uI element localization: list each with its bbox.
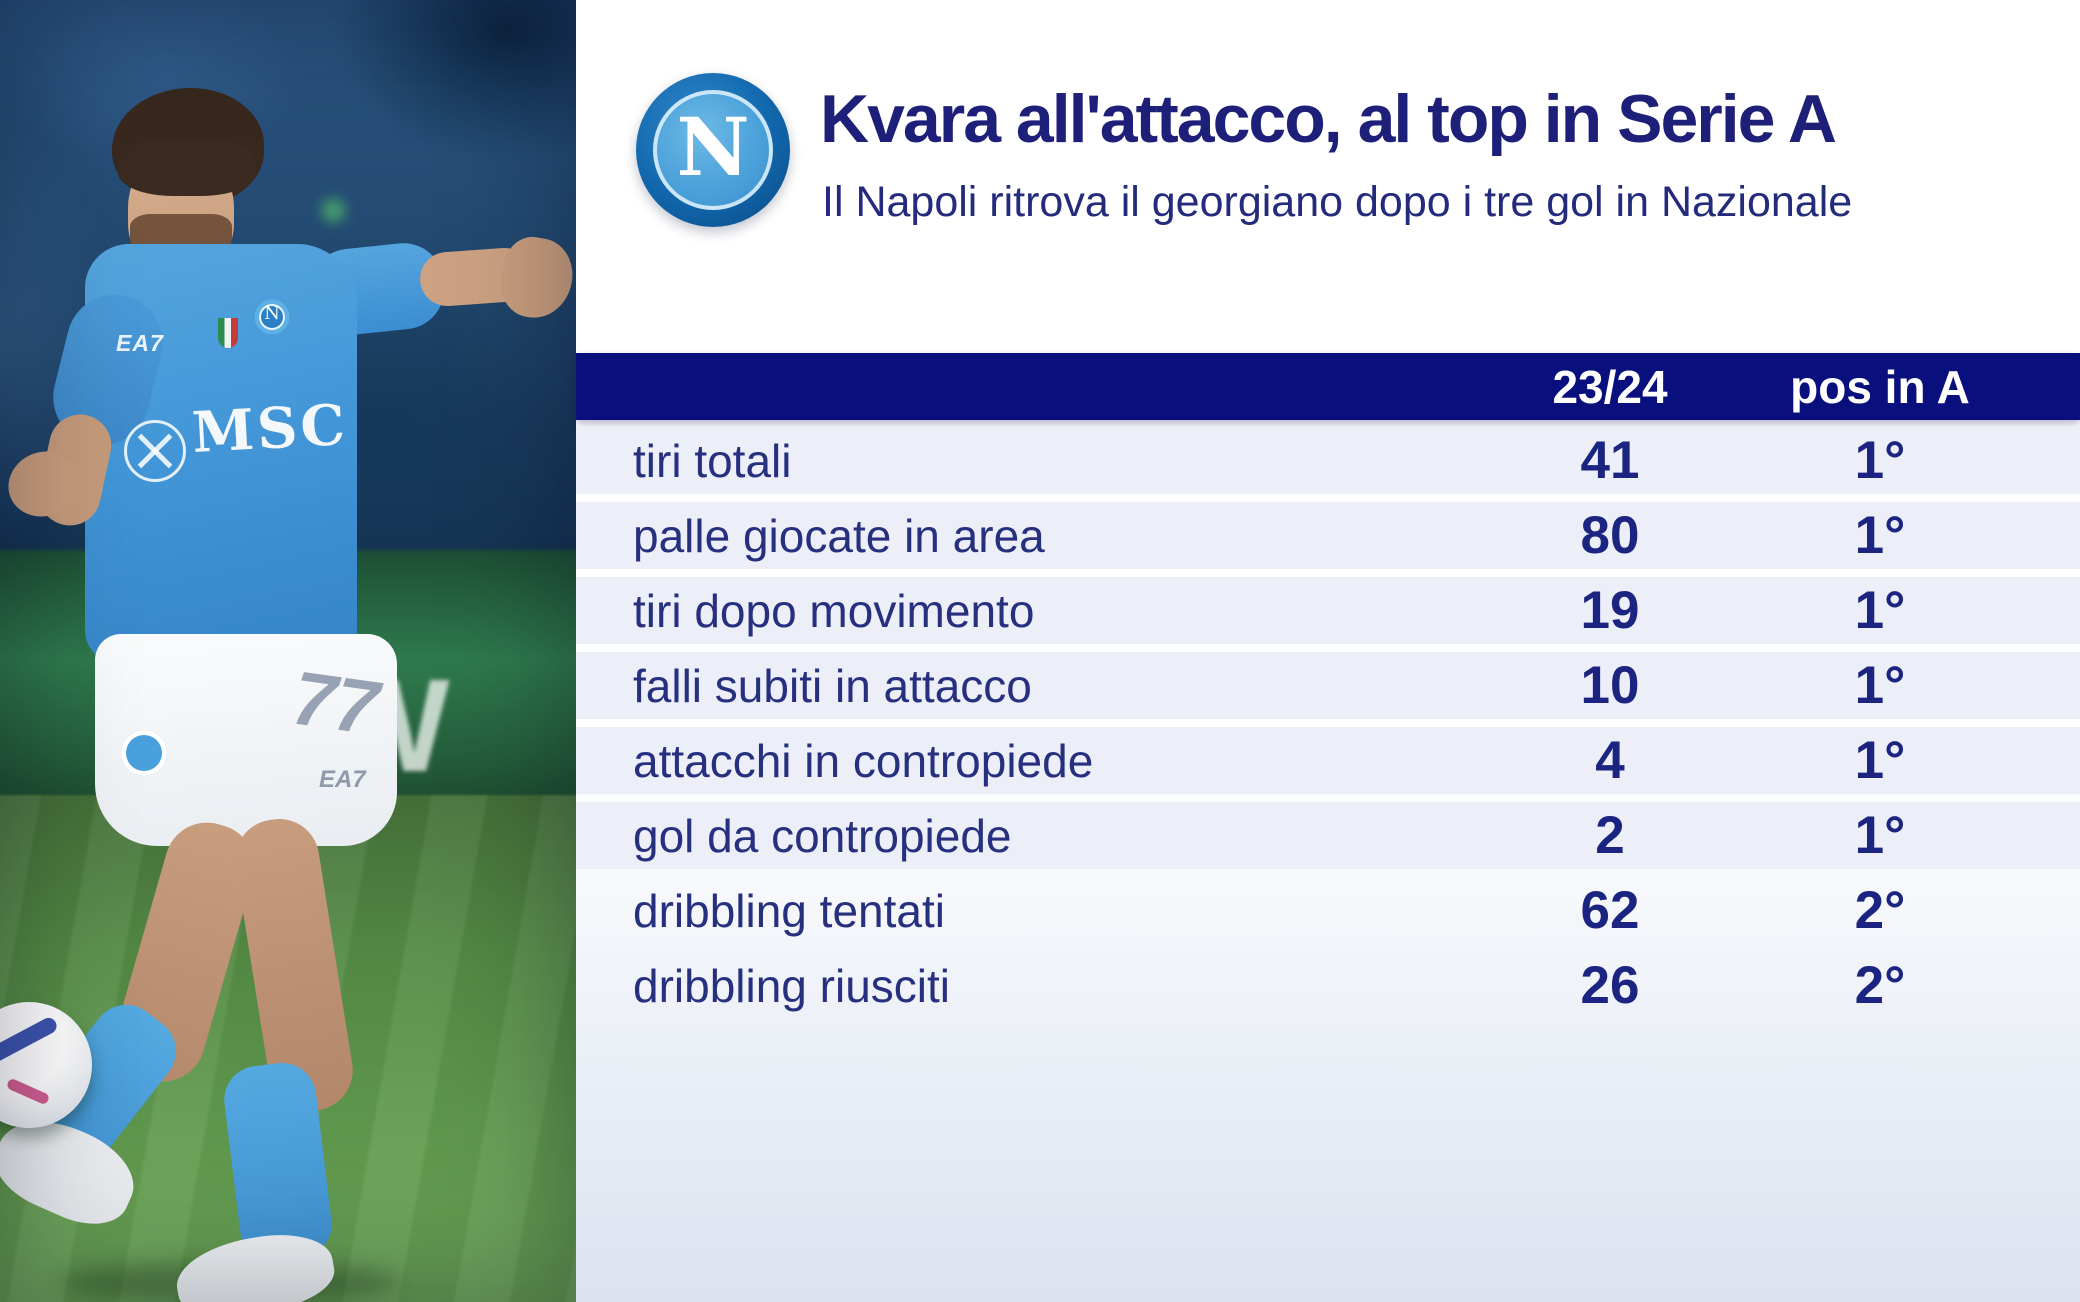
crest-letter: N xyxy=(676,100,750,194)
shorts-crest-icon xyxy=(121,730,167,776)
column-header-season: 23/24 xyxy=(1552,360,1668,413)
shirt-brand-text: EA7 xyxy=(116,330,164,356)
napoli-crest-inner: N xyxy=(653,90,773,210)
shirt-crest-icon xyxy=(255,300,289,334)
stat-label: dribbling tentati xyxy=(633,884,945,937)
stat-position: 1° xyxy=(1854,806,1906,865)
table-row: gol da contropiede 2 1° xyxy=(576,802,2080,869)
stat-value: 62 xyxy=(1580,881,1640,940)
photo-vignette xyxy=(0,0,576,1302)
stat-value: 80 xyxy=(1580,506,1640,565)
player-hair-fringe xyxy=(118,138,256,196)
page-title: Kvara all'attacco, al top in Serie A xyxy=(820,81,1837,157)
stats-panel: N Kvara all'attacco, al top in Serie A I… xyxy=(576,0,2080,1302)
table-row: tiri totali 41 1° xyxy=(576,427,2080,494)
stat-label: tiri totali xyxy=(633,434,792,487)
stat-value: 10 xyxy=(1580,656,1640,715)
player-shorts: 77 EA7 xyxy=(95,634,397,846)
shirt-crest-letter: N xyxy=(264,303,280,324)
page-subtitle: Il Napoli ritrova il georgiano dopo i tr… xyxy=(822,178,1853,226)
table-row: tiri dopo movimento 19 1° xyxy=(576,577,2080,644)
table-row: attacchi in contropiede 4 1° xyxy=(576,727,2080,794)
stat-label: dribbling riusciti xyxy=(633,959,951,1012)
stat-value: 19 xyxy=(1580,581,1640,640)
stat-value: 4 xyxy=(1595,731,1625,790)
stat-position: 1° xyxy=(1854,731,1906,790)
stat-value: 2 xyxy=(1595,806,1625,865)
table-header-row: 23/24 pos in A xyxy=(576,353,2080,420)
stats-table: 23/24 pos in A tiri totali 41 1° palle g… xyxy=(576,353,2080,1027)
stat-label: falli subiti in attacco xyxy=(633,659,1032,712)
stat-position: 1° xyxy=(1854,656,1906,715)
shorts-brand-text: EA7 xyxy=(319,766,366,793)
stat-value: 26 xyxy=(1580,956,1640,1015)
table-row: falli subiti in attacco 10 1° xyxy=(576,652,2080,719)
scudetto-badge-icon xyxy=(218,318,238,348)
table-row: palle giocate in area 80 1° xyxy=(576,502,2080,569)
stat-position: 1° xyxy=(1854,506,1906,565)
stat-value: 41 xyxy=(1580,431,1640,490)
stat-label: gol da contropiede xyxy=(633,809,1012,862)
stat-position: 1° xyxy=(1854,431,1906,490)
napoli-crest-logo: N xyxy=(636,73,790,227)
stat-position: 2° xyxy=(1854,956,1906,1015)
table-row: dribbling riusciti 26 2° xyxy=(576,952,2080,1019)
column-header-position: pos in A xyxy=(1790,360,1970,413)
stat-label: tiri dopo movimento xyxy=(633,584,1035,637)
stat-label: palle giocate in area xyxy=(633,509,1045,562)
stat-position: 1° xyxy=(1854,581,1906,640)
player-photo: W EA7 N MSC 77 EA7 xyxy=(0,0,576,1302)
table-body: tiri totali 41 1° palle giocate in area … xyxy=(576,427,2080,1019)
table-row: dribbling tentati 62 2° xyxy=(576,877,2080,944)
stat-position: 2° xyxy=(1854,881,1906,940)
player-figure: EA7 N MSC 77 EA7 xyxy=(0,0,576,1302)
sponsor-emblem-icon xyxy=(124,420,186,482)
stat-label: attacchi in contropiede xyxy=(633,734,1094,787)
